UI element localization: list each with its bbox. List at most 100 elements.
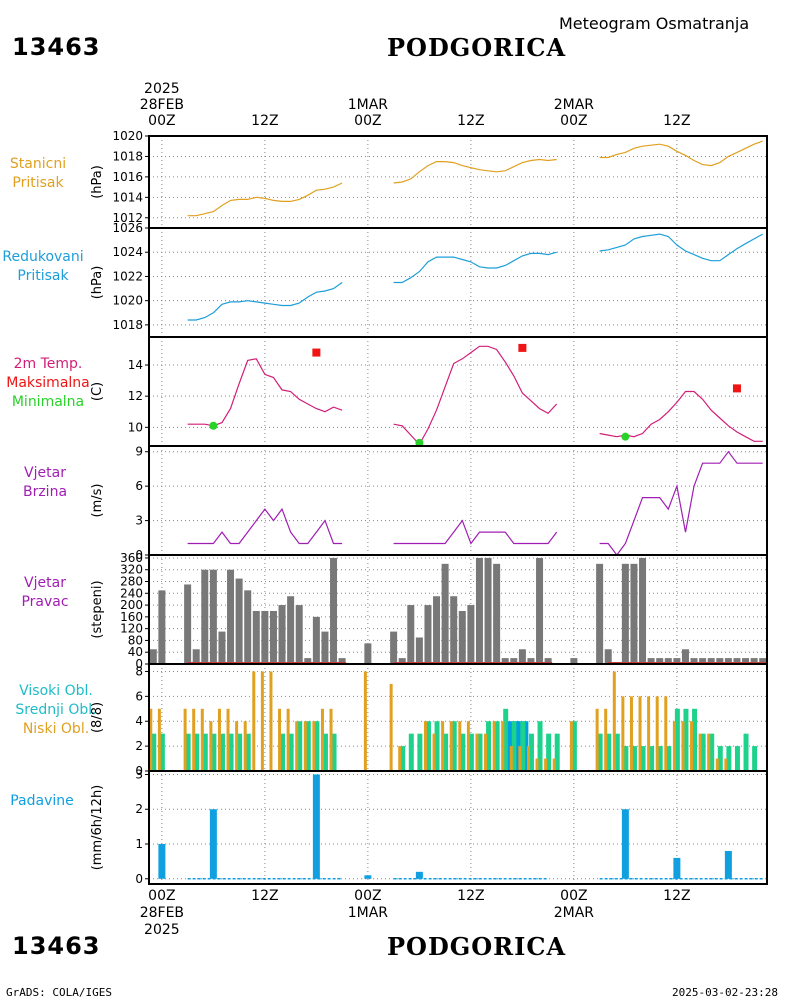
cloud-low-bar <box>604 708 608 771</box>
panel-station_pressure: 1012 1014 1016 1018 1020 (hPa) <box>90 129 768 229</box>
wind-dir-bar <box>759 658 767 664</box>
y-tick-label: 160 <box>120 610 143 624</box>
precip-bar <box>415 871 423 879</box>
cloud-high-bar <box>692 708 698 771</box>
cloud-high-bar <box>245 733 251 771</box>
station-id-bottom: 13463 <box>12 932 101 960</box>
y-tick-label: 1 <box>135 837 143 851</box>
label-station-pressure-line2: Pritisak <box>12 175 64 191</box>
time-label-top: 00Z <box>148 113 175 129</box>
time-label-bottom: 12Z <box>457 888 484 904</box>
cloud-low-bar <box>149 708 153 771</box>
generated-timestamp: 2025-03-02-23:28 <box>672 986 778 999</box>
cloud-high-bar <box>486 721 492 771</box>
cloud-high-bar <box>537 721 543 771</box>
y-tick-label: 0 <box>135 657 143 671</box>
wind-dir-bar <box>475 557 483 664</box>
wind-dir-bar <box>690 658 698 664</box>
y-tick-label: 6 <box>135 689 143 703</box>
wind-dir-bar <box>621 563 629 664</box>
cloud-low-bar <box>235 721 239 771</box>
cloud-low-bar <box>252 671 256 771</box>
y-tick-label: 9 <box>135 445 143 459</box>
panel-frame <box>148 336 768 447</box>
y-tick-label: 1020 <box>112 129 143 143</box>
time-label-top: 28FEB <box>140 97 184 113</box>
series-line-temperature <box>187 358 343 427</box>
cloud-high-bar <box>477 733 483 771</box>
cloud-low-bar <box>475 733 479 771</box>
cloud-low-bar <box>441 721 445 771</box>
wind-dir-bar <box>244 590 252 664</box>
cloud-low-bar <box>243 721 247 771</box>
label-wind-speed-line1: Vjetar <box>24 465 66 481</box>
time-label-bottom: 2MAR <box>554 905 595 921</box>
cloud-high-bar <box>614 733 620 771</box>
cloud-high-bar <box>700 733 706 771</box>
cloud-low-bar <box>363 671 367 771</box>
grads-credit: GrADS: COLA/IGES <box>6 986 112 999</box>
cloud-low-bar <box>389 683 393 771</box>
y-axis-label: (stepeni) <box>90 580 105 638</box>
city-title-top: PODGORICA <box>387 33 567 62</box>
label-reduced-pressure: Redukovani Pritisak <box>0 248 86 286</box>
label-temp-max: Maksimalna <box>6 375 90 391</box>
label-clouds: Visoki Obl. Srednji Obl. Niski Obl. <box>0 682 112 739</box>
cloud-low-bar <box>303 721 307 771</box>
wind-dir-bar <box>252 610 260 664</box>
cloud-high-bar <box>554 733 560 771</box>
y-axis-label: (mm/6h/12h) <box>90 785 105 871</box>
cloud-high-bar <box>288 733 294 771</box>
cloud-high-bar <box>597 733 603 771</box>
wind-dir-bar <box>536 557 544 664</box>
label-wind-speed: Vjetar Brzina <box>0 464 90 502</box>
cloud-high-bar <box>434 721 440 771</box>
panel-clouds: 0 2 4 6 8 (8/8) <box>90 663 768 778</box>
wind-dir-bar <box>458 610 466 664</box>
cloud-low-bar <box>690 721 694 771</box>
y-tick-label: 0 <box>135 764 143 778</box>
cloud-low-bar <box>672 721 676 771</box>
label-cloud-mid: Srednji Obl. <box>15 702 97 718</box>
y-tick-label: 120 <box>120 622 143 636</box>
cloud-low-bar <box>664 696 668 771</box>
cloud-low-bar <box>432 733 436 771</box>
label-temp-line1: 2m Temp. <box>13 356 83 372</box>
wind-dir-bar <box>338 658 346 664</box>
cloud-high-bar <box>443 733 449 771</box>
y-tick-label: 1012 <box>112 211 143 225</box>
cloud-high-bar <box>726 746 732 771</box>
label-precip-line1: Padavine <box>10 793 74 809</box>
series-line-wind_speed <box>599 450 763 557</box>
cloud-low-bar <box>612 671 616 771</box>
y-tick-label: 4 <box>135 714 143 728</box>
cloud-high-bar <box>743 733 749 771</box>
precip-bar <box>312 774 320 879</box>
label-cloud-low: Niski Obl. <box>22 721 90 737</box>
wind-dir-bar <box>570 658 578 664</box>
wind-dir-bar <box>330 557 338 664</box>
station-id-top: 13463 <box>12 33 101 61</box>
cloud-low-bar <box>484 733 488 771</box>
y-tick-label: 1018 <box>112 149 143 163</box>
cloud-high-bar <box>451 721 457 771</box>
cloud-high-bar <box>159 733 165 771</box>
cloud-low-bar <box>509 746 513 771</box>
y-tick-label: 360 <box>120 551 143 565</box>
cloud-high-bar <box>400 746 406 771</box>
panel-frame <box>148 445 768 556</box>
cloud-high-bar <box>219 733 225 771</box>
label-precipitation: Padavine <box>0 792 84 811</box>
label-wind-dir-line2: Pravac <box>21 594 69 610</box>
cloud-high-bar <box>297 721 303 771</box>
time-label-top: 12Z <box>663 113 690 129</box>
tmin-marker <box>621 432 630 441</box>
wind-dir-bar <box>424 605 432 664</box>
wind-dir-bar <box>750 658 758 664</box>
precip-bar <box>364 875 372 879</box>
cloud-low-bar <box>526 746 530 771</box>
cloud-high-bar <box>640 746 646 771</box>
series-line-temperature <box>393 345 558 446</box>
cloud-low-bar <box>681 721 685 771</box>
